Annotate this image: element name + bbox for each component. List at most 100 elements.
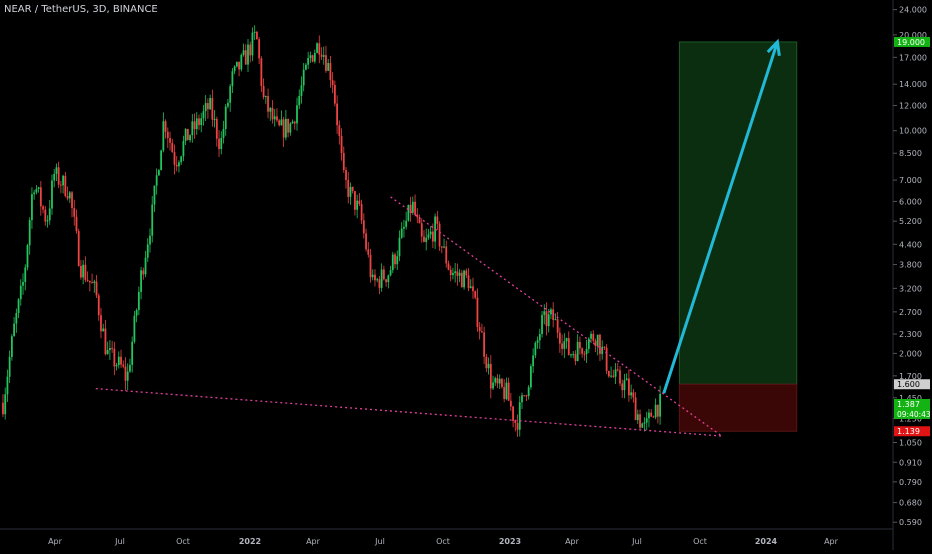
candle — [333, 80, 336, 107]
candle — [108, 339, 111, 360]
candle — [525, 394, 528, 402]
y-tick-label: 12.000 — [899, 102, 927, 111]
candle — [367, 242, 370, 258]
candle — [480, 323, 483, 333]
candle — [80, 260, 82, 280]
x-tick-label: Apr — [306, 537, 321, 546]
y-tick-label: 14.000 — [899, 80, 927, 89]
candle — [438, 221, 441, 251]
candle — [391, 251, 394, 274]
y-tick-label: 10.000 — [899, 127, 927, 136]
candle — [313, 49, 316, 64]
candle — [71, 191, 73, 218]
candle — [209, 94, 212, 110]
candle — [643, 417, 646, 432]
candle — [547, 308, 550, 333]
candle — [113, 341, 116, 376]
candle — [204, 95, 207, 122]
x-tick-label: Apr — [824, 537, 839, 546]
candle — [73, 199, 76, 226]
candle — [4, 387, 7, 420]
candle — [514, 419, 517, 432]
candle — [44, 205, 47, 226]
candle — [478, 322, 481, 340]
candle — [88, 280, 91, 292]
candle — [416, 208, 419, 224]
candle — [184, 128, 187, 146]
candle — [322, 46, 325, 65]
candle — [565, 337, 568, 349]
candle — [418, 214, 421, 224]
candle — [166, 127, 169, 149]
candle — [198, 114, 200, 130]
candle — [625, 373, 628, 381]
candle — [409, 196, 412, 222]
candle — [126, 363, 129, 390]
risk-reward-zones — [678, 41, 798, 432]
candle — [518, 395, 521, 437]
y-tick-label: 3.800 — [899, 261, 922, 270]
candle — [494, 376, 497, 386]
candle — [271, 100, 274, 124]
trendline-2 — [390, 196, 723, 437]
time-axis[interactable]: Apr Jul Oct 2022 Apr Jul Oct 2023 Apr Jul Oct 2024 A… — [0, 528, 893, 546]
candle — [137, 286, 140, 315]
candle — [75, 209, 78, 234]
x-tick-label: Jul — [631, 537, 642, 546]
candle — [251, 27, 254, 62]
candle — [474, 290, 477, 300]
y-tick-label: 24.000 — [899, 6, 927, 15]
candle — [151, 195, 154, 243]
candle — [91, 273, 93, 284]
candle — [111, 340, 114, 353]
candle — [639, 409, 641, 430]
candle — [351, 186, 354, 194]
candle — [581, 347, 584, 358]
price-tag: 19.000 — [894, 36, 930, 47]
candle — [376, 277, 379, 283]
candle — [224, 103, 227, 136]
candle — [160, 149, 163, 171]
price-axis[interactable]: 24.000 20.000 17.000 14.000 12.000 10.000 8.50… — [892, 0, 927, 550]
candle — [614, 363, 617, 384]
candle — [8, 350, 11, 384]
candle — [253, 25, 256, 40]
candle — [338, 120, 341, 145]
candle — [262, 78, 265, 100]
candle — [276, 108, 278, 123]
candle — [447, 260, 450, 271]
stop-zone — [678, 383, 798, 432]
candle — [135, 308, 138, 323]
candle — [521, 392, 523, 409]
candle — [378, 276, 381, 295]
candle — [178, 160, 180, 173]
x-tick-label: Jul — [114, 537, 125, 546]
symbol-title: NEAR / TetherUS, 3D, BINANCE — [4, 4, 158, 15]
candle — [120, 349, 122, 368]
candle — [356, 194, 359, 219]
candle — [340, 128, 343, 161]
candle — [472, 277, 474, 299]
y-tick-label: 5.200 — [899, 217, 922, 226]
candle — [599, 333, 601, 362]
candle — [483, 326, 486, 365]
candle — [244, 44, 247, 65]
candle — [106, 341, 109, 355]
candle — [523, 395, 526, 397]
candle — [39, 181, 42, 216]
candle — [296, 97, 298, 131]
candle — [229, 83, 232, 112]
candle — [133, 311, 136, 344]
candle — [104, 319, 107, 356]
candle — [227, 99, 229, 109]
arrow-head — [766, 38, 781, 57]
candle — [371, 269, 374, 281]
candle — [249, 41, 252, 63]
candle — [501, 377, 503, 389]
candle — [458, 268, 461, 283]
candle — [231, 67, 234, 93]
candle — [149, 228, 151, 253]
candle — [213, 109, 216, 128]
